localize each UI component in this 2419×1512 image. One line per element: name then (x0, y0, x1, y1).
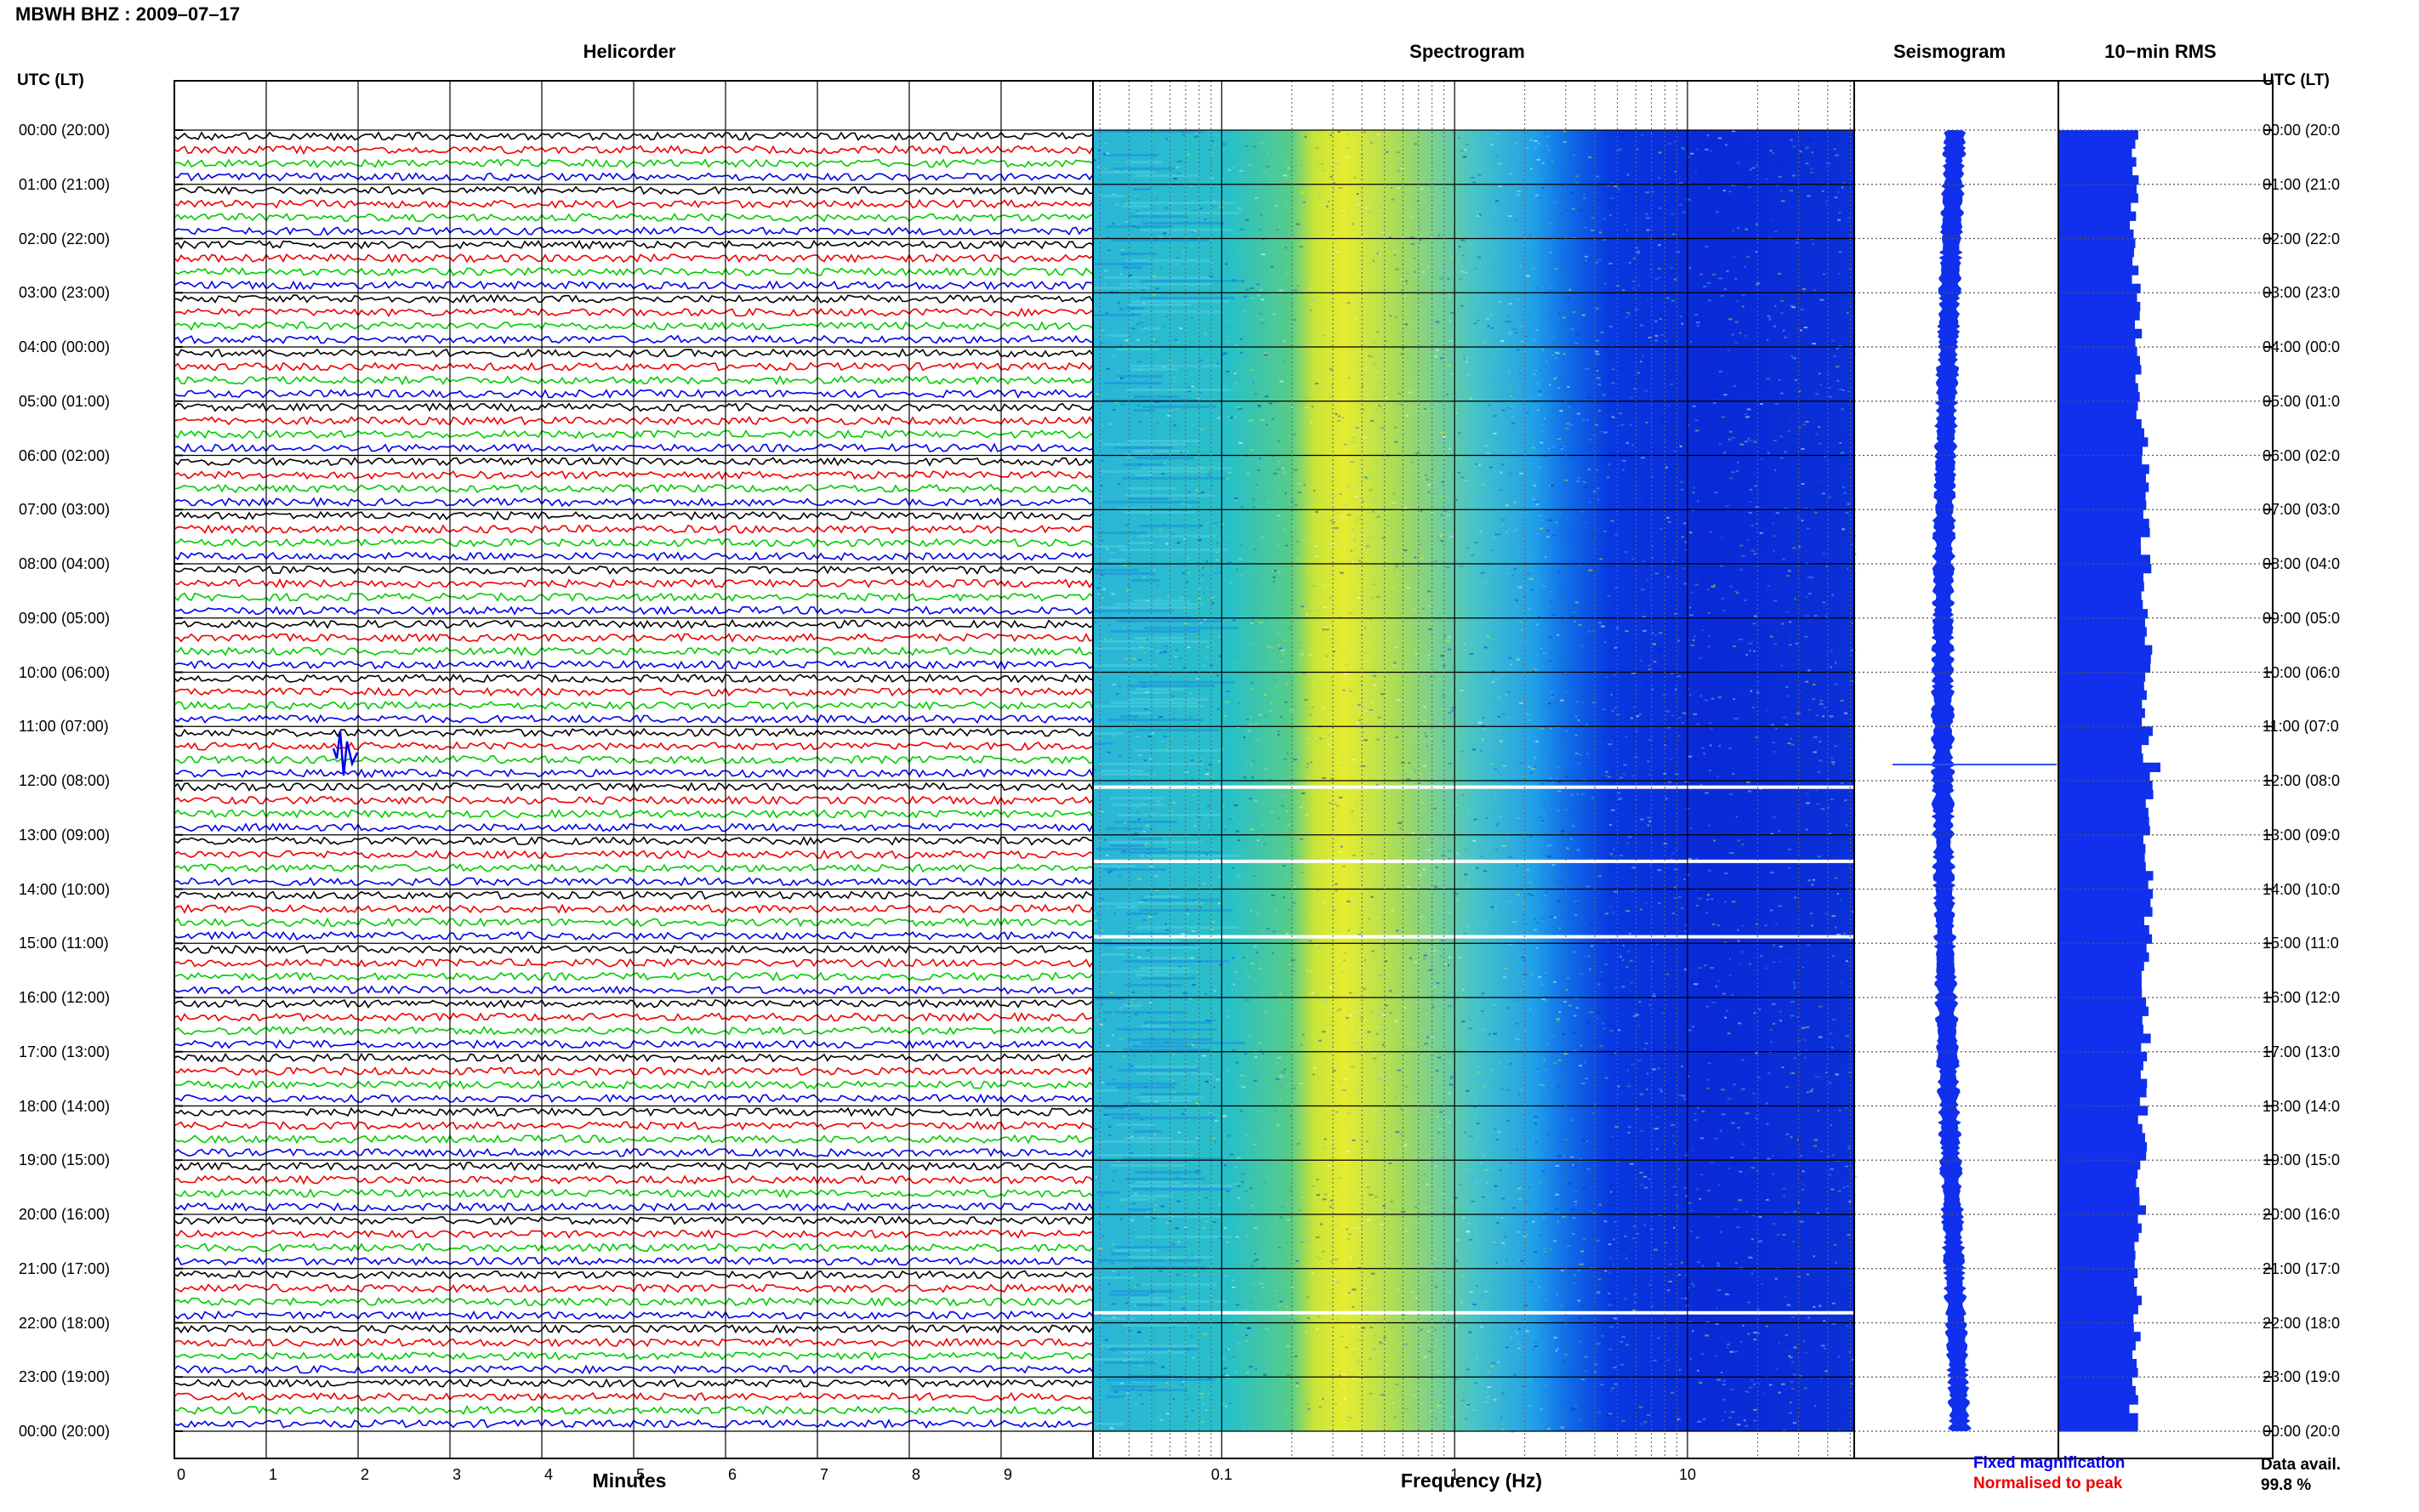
spectrogram-x-tick: 1 (1450, 1466, 1460, 1483)
time-label-left: 00:00 (20:00) (19, 1423, 111, 1440)
time-label-left: 10:00 (06:00) (19, 663, 111, 681)
time-label-right: 10:00 (06:0 (2262, 664, 2341, 680)
spectrogram-panel (1093, 130, 1858, 1433)
helicorder-x-tick: 1 (268, 1466, 278, 1483)
time-label-left: 19:00 (15:00) (19, 1151, 111, 1169)
page-title: MBWH BHZ : 2009–07–17 (15, 3, 241, 25)
time-label-left: 23:00 (19:00) (19, 1368, 111, 1386)
spectrogram-x-label: Frequency (Hz) (1400, 1469, 1543, 1492)
grid-lines (174, 81, 2273, 1458)
time-label-right: 09:00 (05:0 (2262, 610, 2341, 626)
legend-normalised-to-peak: Normalised to peak (1973, 1475, 2123, 1492)
time-label-right: 16:00 (12:0 (2262, 990, 2341, 1005)
helicorder-x-tick: 5 (635, 1466, 646, 1483)
time-label-left: 09:00 (05:00) (19, 609, 111, 627)
time-label-right: 18:00 (14:0 (2262, 1098, 2341, 1114)
time-label-right: 23:00 (19:0 (2262, 1369, 2341, 1385)
time-label-right: 19:00 (15:0 (2262, 1152, 2341, 1168)
seismogram-panel (1893, 130, 2057, 1431)
time-label-right: 15:00 (11:0 (2262, 935, 2339, 952)
time-label-right: 02:00 (22:0 (2262, 230, 2341, 247)
time-label-left: 11:00 (07:00) (19, 718, 109, 736)
time-label-left: 14:00 (10:00) (19, 880, 111, 898)
time-label-right: 13:00 (09:0 (2262, 827, 2341, 843)
utc-header-right: UTC (LT) (2262, 71, 2330, 89)
rms-title: 10−min RMS (2104, 41, 2217, 62)
time-label-right: 14:00 (10:0 (2262, 881, 2341, 897)
helicorder-x-tick: 9 (1003, 1466, 1013, 1483)
time-label-right: 03:00 (23:0 (2262, 285, 2341, 301)
time-label-left: 00:00 (20:00) (19, 122, 111, 139)
spectrogram-title: Spectrogram (1409, 41, 1525, 62)
legend-fixed-magnification: Fixed magnification (1973, 1454, 2126, 1472)
helicorder-x-tick: 4 (544, 1466, 554, 1483)
helicorder-x-tick: 0 (176, 1466, 186, 1483)
helicorder-x-tick: 6 (727, 1466, 737, 1483)
spectrogram-x-tick: 10 (1678, 1466, 1696, 1483)
spectrogram-x-tick: 0.1 (1210, 1466, 1232, 1483)
time-label-right: 12:00 (08:0 (2262, 773, 2341, 788)
helicorder-x-tick: 8 (911, 1466, 921, 1483)
helicorder-title: Helicorder (583, 41, 676, 62)
panel-frames (174, 80, 2274, 1459)
time-label-left: 06:00 (02:00) (19, 446, 111, 464)
time-label-right: 05:00 (01:0 (2262, 393, 2341, 409)
time-label-left: 21:00 (17:00) (19, 1259, 111, 1277)
time-label-right: 06:00 (02:0 (2262, 447, 2341, 463)
time-label-left: 04:00 (00:00) (19, 338, 111, 355)
utc-header-left: UTC (LT) (17, 71, 84, 89)
time-label-right: 08:00 (04:0 (2262, 556, 2341, 571)
time-label-left: 08:00 (04:00) (19, 555, 111, 572)
time-label-left: 18:00 (14:00) (19, 1097, 111, 1115)
time-label-right: 00:00 (20:0 (2262, 1424, 2341, 1439)
time-label-right: 22:00 (18:0 (2262, 1315, 2341, 1331)
time-label-right: 21:00 (17:0 (2262, 1260, 2341, 1276)
data-availability-value: 99.8 % (2261, 1476, 2312, 1494)
time-label-left: 17:00 (13:00) (19, 1043, 111, 1060)
time-label-left: 07:00 (03:00) (19, 501, 111, 519)
time-label-left: 20:00 (16:00) (19, 1206, 111, 1223)
time-label-left: 12:00 (08:00) (19, 772, 111, 789)
time-label-left: 13:00 (09:00) (19, 826, 111, 844)
time-label-right: 07:00 (03:0 (2262, 502, 2341, 518)
time-label-left: 05:00 (01:00) (19, 392, 111, 410)
time-label-right: 11:00 (07:0 (2262, 719, 2339, 735)
time-label-left: 22:00 (18:00) (19, 1314, 111, 1332)
rms-panel (2058, 130, 2160, 1432)
time-label-left: 01:00 (21:00) (19, 175, 111, 193)
time-label-left: 15:00 (11:00) (19, 935, 109, 952)
time-label-left: 03:00 (23:00) (19, 284, 111, 302)
time-label-right: 00:00 (20:0 (2262, 122, 2341, 138)
helicorder-x-tick: 2 (360, 1466, 370, 1483)
helicorder-x-tick: 7 (819, 1466, 829, 1483)
time-label-right: 17:00 (13:0 (2262, 1043, 2341, 1060)
time-label-right: 20:00 (16:0 (2262, 1207, 2341, 1222)
time-label-left: 16:00 (12:00) (19, 989, 111, 1006)
time-label-left: 02:00 (22:00) (19, 230, 111, 247)
helicorder-x-label: Minutes (592, 1469, 667, 1492)
helicorder-x-tick: 3 (452, 1466, 462, 1483)
time-label-right: 01:00 (21:0 (2262, 176, 2341, 192)
data-availability-label: Data avail. (2261, 1456, 2341, 1474)
seismogram-title: Seismogram (1893, 41, 2006, 62)
time-label-right: 04:00 (00:0 (2262, 339, 2341, 355)
